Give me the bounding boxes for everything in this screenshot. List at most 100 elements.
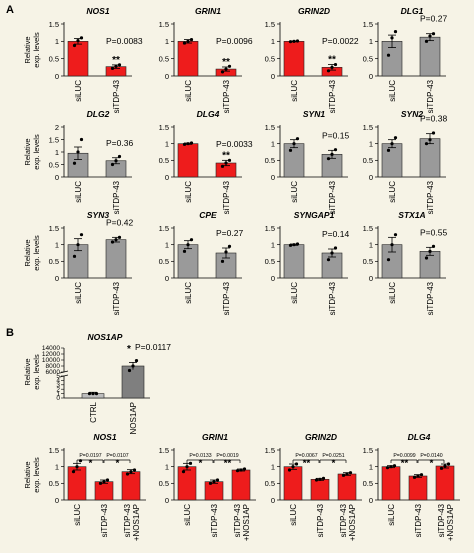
category-label: siTDP-43	[316, 503, 325, 537]
y-tick-label: 1	[271, 37, 275, 46]
data-point	[330, 251, 334, 255]
y-axis-label-line1: Relative	[23, 138, 32, 165]
data-point	[102, 480, 106, 484]
chart-title: GRIN1	[202, 432, 228, 442]
y-tick-label: 1.5	[159, 123, 169, 132]
data-point	[424, 256, 429, 260]
data-point	[239, 468, 243, 472]
data-point	[326, 69, 331, 73]
data-point	[131, 364, 135, 368]
chart-title: SYN2	[401, 109, 423, 119]
category-label: siTDP-43	[328, 79, 337, 113]
bar	[121, 471, 141, 501]
bar	[419, 36, 441, 77]
data-point	[117, 63, 122, 67]
category-label: +NOS1AP	[348, 504, 357, 541]
bar	[177, 41, 199, 77]
data-point	[72, 254, 77, 258]
chart-syn2-7: SYN2 0 0.5 1 1.5 siLUC siTDP-43 P=0.38	[363, 109, 448, 214]
chart-title: GRIN1	[195, 6, 221, 16]
chart-dlg1-3: DLG1 0 0.5 1 1.5 siLUC siTDP-43 P=0.27	[363, 6, 448, 113]
chart-title: NOS1	[93, 432, 116, 442]
data-point	[127, 368, 132, 373]
p-value: P=0.0033	[216, 139, 253, 149]
category-label: siLUC	[183, 504, 192, 526]
y-axis-label-line2: exp. levels	[32, 354, 41, 390]
significance-stars: *	[430, 458, 434, 469]
data-point	[220, 259, 225, 263]
data-point	[117, 154, 122, 159]
category-label: siLUC	[184, 181, 193, 203]
data-point	[94, 392, 99, 396]
data-point	[235, 469, 240, 473]
y-tick-label: 0	[369, 274, 373, 283]
y-tick-label: 0	[271, 274, 275, 283]
data-point	[114, 238, 118, 242]
y-tick-label: 0.5	[363, 257, 373, 266]
axis-break-mark	[59, 370, 69, 374]
data-point	[79, 137, 84, 142]
panel-label-a: A	[6, 4, 14, 16]
data-point	[446, 462, 451, 466]
y-tick-label: 0	[271, 173, 275, 182]
data-point	[330, 152, 334, 156]
y-tick-label: 1.5	[159, 224, 169, 233]
bar	[177, 466, 197, 501]
data-point	[431, 244, 436, 248]
y-tick-label: 1	[271, 240, 275, 249]
y-tick-label: 1	[165, 37, 169, 46]
data-point	[114, 159, 118, 163]
significance-stars: *	[89, 458, 93, 469]
category-label: siLUC	[290, 282, 299, 304]
chart-nos1-13: NOS1 Relative exp. levels 0 0.5 1 1.5 siLUC siTD…	[23, 432, 146, 541]
category-label: siLUC	[74, 282, 83, 304]
data-point	[386, 148, 391, 152]
bar	[381, 466, 401, 501]
category-label: +NOS1AP	[132, 504, 141, 541]
chart-dlg4-5: DLG4 0 0.5 1 1.5 siLUC siTDP-43 P=0.0033**	[159, 109, 253, 214]
data-point	[314, 478, 319, 482]
p-value: P=0.42	[106, 217, 133, 227]
y-tick-label: 0.5	[265, 156, 275, 165]
category-label: siLUC	[74, 80, 83, 102]
p-value: P=0.14	[322, 229, 349, 239]
chart-stx1a-11: STX1A 0 0.5 1 1.5 siLUC siTDP-43 P=0.55	[363, 210, 448, 315]
data-point	[431, 131, 436, 135]
data-point	[345, 472, 349, 476]
y-tick-label: 1.5	[265, 446, 275, 455]
data-point	[390, 142, 394, 146]
p-value: P=0.0140	[420, 453, 442, 459]
data-point	[186, 39, 190, 43]
y-tick-label: 8000	[46, 363, 61, 370]
significance-stars: **	[224, 458, 232, 469]
data-point	[292, 142, 296, 146]
category-label: siTDP-43	[426, 180, 435, 214]
chart-syn1-6: SYN1 0 0.5 1 1.5 siLUC siTDP-43 P=0.15	[265, 109, 350, 214]
category-label: +NOS1AP	[446, 504, 455, 541]
data-point	[227, 64, 232, 68]
data-point	[439, 466, 444, 470]
chart-title: GRIN2D	[305, 432, 337, 442]
y-tick-label: 1	[56, 391, 60, 398]
bar	[94, 481, 114, 501]
chart-title: DLG2	[87, 109, 110, 119]
data-point	[182, 249, 187, 253]
p-value: P=0.0251	[322, 453, 344, 459]
p-value: P=0.0107	[106, 453, 128, 459]
y-tick-label: 1	[271, 462, 275, 471]
bar	[381, 143, 403, 178]
data-point	[227, 158, 232, 162]
y-tick-label: 0.5	[363, 479, 373, 488]
bar	[121, 365, 145, 399]
bar	[204, 481, 224, 501]
category-label: siTDP-43	[112, 180, 121, 214]
y-tick-label: 2	[56, 386, 60, 393]
category-label: siTDP-43	[112, 281, 121, 315]
y-tick-label: 1	[55, 240, 59, 249]
data-point	[87, 392, 92, 396]
chart-grin1-1: GRIN1 0 0.5 1 1.5 siLUC siTDP-43 P=0.0096 **	[159, 6, 253, 113]
y-tick-label: 3	[56, 382, 60, 389]
data-point	[431, 32, 436, 36]
